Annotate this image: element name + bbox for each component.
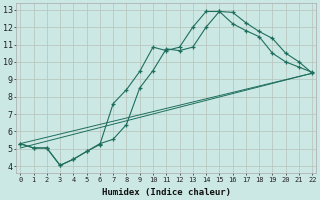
X-axis label: Humidex (Indice chaleur): Humidex (Indice chaleur) <box>102 188 231 197</box>
